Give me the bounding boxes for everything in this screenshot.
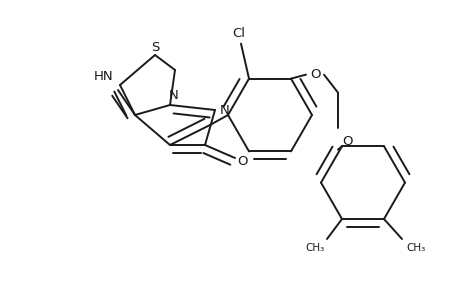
Text: CH₃: CH₃ <box>405 243 425 253</box>
Text: CH₃: CH₃ <box>305 243 324 253</box>
Text: N: N <box>169 88 179 101</box>
Text: O: O <box>342 135 353 148</box>
Text: S: S <box>151 40 159 53</box>
Text: Cl: Cl <box>232 27 245 40</box>
Text: O: O <box>310 68 320 81</box>
Text: O: O <box>237 154 248 167</box>
Text: HN: HN <box>94 70 113 83</box>
Text: N: N <box>220 103 230 116</box>
